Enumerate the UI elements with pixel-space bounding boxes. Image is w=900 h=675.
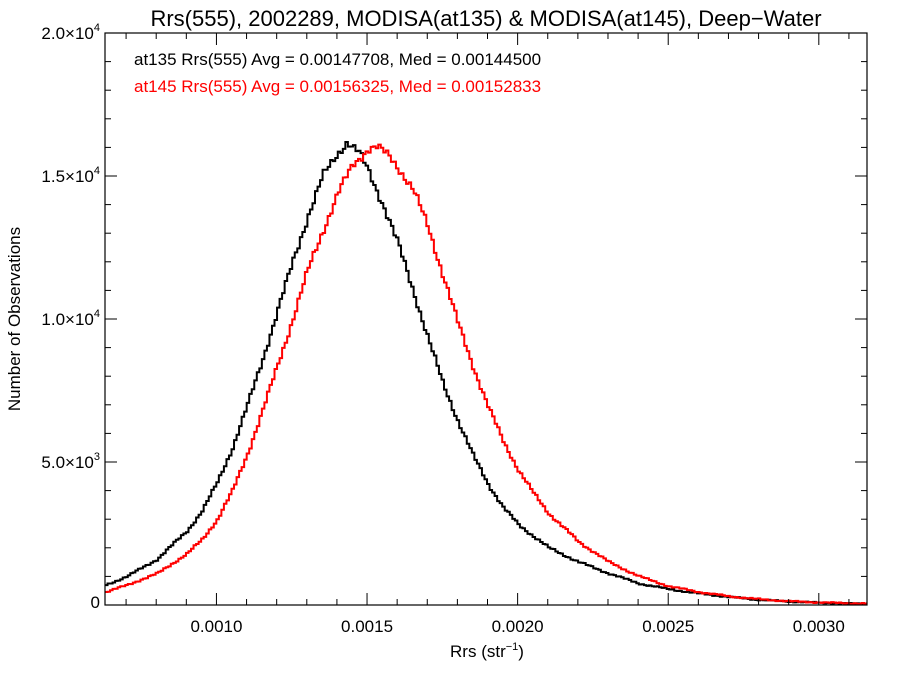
chart-title: Rrs(555), 2002289, MODISA(at135) & MODIS… — [150, 6, 821, 31]
y-tick-label: 2.0×104 — [41, 22, 100, 43]
y-tick-label: 1.5×104 — [41, 165, 100, 186]
ticks-layer: 0.0010 0.0015 0.0020 0.0025 0.0030 0 5.0×103 1.… — [41, 22, 867, 636]
x-axis-label: Rrs (str−1) — [450, 641, 524, 661]
x-tick-label: 0.0025 — [642, 617, 694, 636]
y-tick-label: 5.0×103 — [41, 451, 100, 472]
y-tick-exponent: 4 — [94, 22, 100, 34]
legend-entry-2: at145 Rrs(555) Avg = 0.00156325, Med = 0… — [134, 77, 541, 96]
legend: at135 Rrs(555) Avg = 0.00147708, Med = 0… — [134, 50, 541, 96]
series-line-2 — [105, 143, 868, 605]
y-tick-exponent: 4 — [94, 165, 100, 177]
x-axis-label-superscript: −1 — [506, 641, 519, 653]
x-tick-label: 0.0020 — [492, 617, 544, 636]
legend-entry-1: at135 Rrs(555) Avg = 0.00147708, Med = 0… — [134, 50, 541, 69]
y-tick-label: 1.0×104 — [41, 308, 100, 329]
y-tick-exponent: 4 — [94, 308, 100, 320]
y-axis-label: Number of Observations — [5, 227, 24, 411]
series-line-1 — [105, 141, 868, 606]
x-tick-label: 0.0015 — [341, 617, 393, 636]
y-tick-label: 0 — [91, 593, 100, 612]
series-layer — [105, 141, 868, 606]
y-tick-exponent: 3 — [94, 451, 100, 463]
x-tick-label: 0.0010 — [190, 617, 242, 636]
x-tick-label: 0.0030 — [793, 617, 845, 636]
